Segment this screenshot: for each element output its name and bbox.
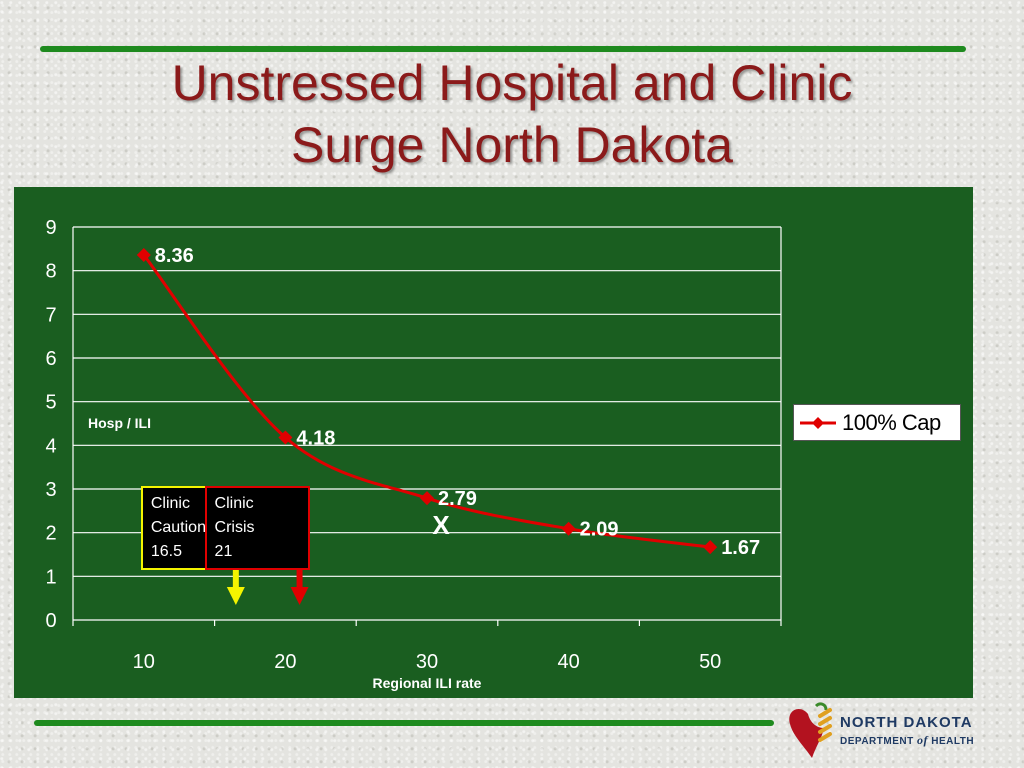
callout-line: Caution: [150, 519, 206, 536]
data-label: 1.67: [721, 537, 760, 559]
title-line-1: Unstressed Hospital and Clinic: [171, 55, 853, 111]
heart-wheat-icon: [789, 702, 832, 758]
title-line-2: Surge North Dakota: [291, 117, 733, 173]
x-tick-label: 30: [416, 651, 438, 673]
y-tick-label: 6: [45, 348, 56, 370]
data-point-marker: [703, 540, 718, 555]
data-label: 4.18: [296, 427, 335, 449]
y-tick-label: 4: [45, 435, 56, 457]
legend-marker-icon: [800, 416, 836, 429]
logo-word: of: [916, 733, 928, 747]
chart-panel: 0 1 2 3 4 5 6 7 8 9 10 20 30 40 50 Regional ILI rate Hos…: [14, 187, 973, 698]
logo-word: HEALTH: [931, 736, 975, 747]
y-tick-label: 7: [45, 304, 56, 326]
y-tick-label: 8: [45, 261, 56, 283]
data-label: 2.09: [580, 519, 619, 541]
logo-line-1: NORTH DAKOTA: [840, 714, 973, 731]
callout-line: Clinic: [214, 495, 254, 512]
data-point-marker: [561, 521, 576, 536]
logo-line-2: DEPARTMENT of HEALTH: [840, 733, 974, 748]
legend-label: 100% Cap: [842, 409, 941, 435]
y-tick-label: 9: [45, 217, 56, 239]
x-annotation: X: [432, 510, 450, 540]
data-point-marker: [278, 430, 293, 445]
line-chart: 0 1 2 3 4 5 6 7 8 9 10 20 30 40 50 Regional ILI rate Hos…: [45, 217, 782, 691]
y-tick-label: 5: [45, 392, 56, 414]
callout-line: 21: [214, 543, 233, 560]
y-tick-label: 1: [45, 566, 56, 588]
callout-line: 16.5: [150, 543, 182, 560]
x-axis-title: Regional ILI rate: [373, 675, 482, 691]
data-point-marker: [420, 491, 434, 506]
data-point-marker: [136, 247, 151, 262]
chart-legend: 100% Cap: [793, 404, 961, 441]
y-tick-label: 0: [45, 610, 56, 632]
x-tick-label: 50: [699, 651, 721, 673]
callout-line: Clinic: [150, 495, 190, 512]
y-tick-label: 2: [45, 523, 56, 545]
bottom-divider: [34, 720, 774, 726]
callout-arrow-head: [290, 587, 309, 605]
series-line-100-cap: [142, 254, 711, 549]
callout-line: Crisis: [214, 519, 255, 536]
x-tick-label: 20: [274, 651, 296, 673]
nd-health-logo: NORTH DAKOTA DEPARTMENT of HEALTH: [786, 700, 1016, 762]
top-divider: [40, 46, 966, 52]
callout-arrow-head: [226, 587, 245, 605]
x-tick-label: 40: [557, 651, 579, 673]
x-tick-label: 10: [133, 651, 155, 673]
data-label: 2.79: [438, 488, 477, 510]
data-label: 8.36: [155, 245, 194, 267]
clinic-crisis-callout: Clinic Crisis 21: [204, 486, 310, 570]
slide-title: Unstressed Hospital and Clinic Surge Nor…: [0, 52, 1024, 176]
y-tick-label: 3: [45, 479, 56, 501]
y-axis-title: Hosp / ILI: [88, 415, 151, 431]
logo-word: DEPARTMENT: [840, 736, 914, 747]
